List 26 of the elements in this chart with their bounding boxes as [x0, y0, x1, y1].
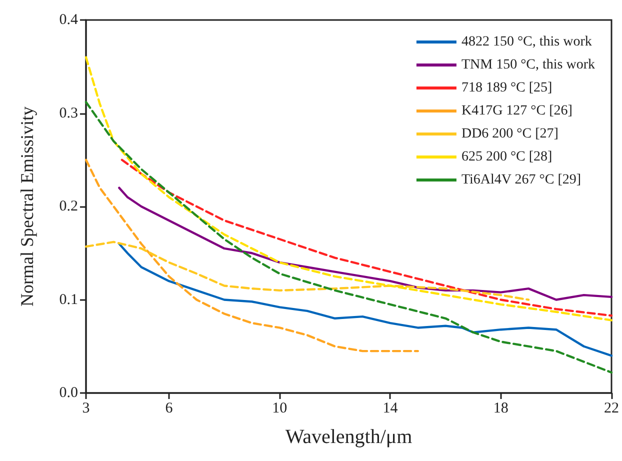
y-tick-label: 0.0 [59, 385, 78, 401]
y-tick-label: 0.1 [59, 292, 78, 308]
x-axis-title: Wavelength/μm [285, 426, 413, 448]
line-series [84, 158, 419, 352]
legend-label: Ti6Al4V 267 °C [29] [461, 172, 582, 188]
y-tick-label: 0.2 [59, 198, 78, 214]
x-tick-label: 6 [165, 400, 174, 416]
y-tick-label: 0.3 [59, 105, 78, 122]
x-tick-label: 3 [82, 400, 90, 416]
line-series [84, 56, 613, 322]
line-series [118, 242, 613, 357]
legend-label: DD6 200 °C [27] [461, 126, 558, 142]
legend-label: K417G 127 °C [26] [461, 104, 572, 118]
x-tick-label: 14 [382, 400, 398, 416]
x-tick-label: 18 [493, 400, 508, 416]
x-tick-label: 22 [604, 400, 619, 416]
line-series [84, 240, 530, 301]
y-axis-title: Normal Spectral Emissivity [17, 106, 37, 306]
y-tick-label: 0.4 [59, 12, 78, 28]
legend-label: 4822 150 °C, this work [461, 34, 592, 50]
x-tick-label: 10 [272, 400, 288, 416]
line-series [118, 186, 613, 301]
legend-label: 718 189 °C [25] [461, 80, 552, 96]
legend-label: TNM 150 °C, this work [461, 58, 595, 72]
legend-label: 625 200 °C [28] [461, 150, 552, 164]
line-series [84, 100, 613, 374]
